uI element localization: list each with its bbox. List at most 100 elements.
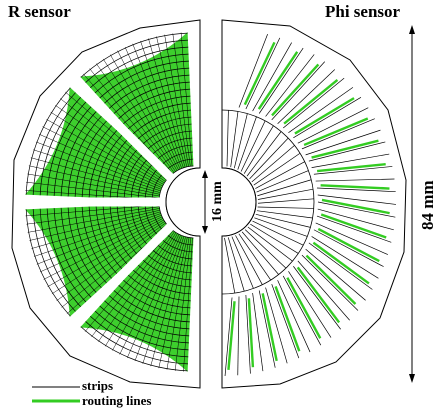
phi-routing-line [320,213,387,239]
phi-inner-strip [253,152,301,186]
phi-outer-strip [245,37,281,110]
r-sector-routing-fill [80,228,194,372]
phi-routing-line [320,184,390,190]
r-routing-line [39,216,163,273]
phi-outer-strip [293,96,362,139]
r-strip-arc [123,95,191,125]
phi-outer-strip [317,208,394,231]
phi-routing-line [305,254,357,305]
phi-inner-strip [237,116,257,170]
phi-inner-strip [241,231,279,275]
r-strip-arc [109,144,133,199]
r-routing-line [84,229,172,332]
r-strip-arc [60,207,97,293]
r-routing-line [119,234,180,355]
r-strip-arc [130,204,149,246]
r-routing-line [91,230,174,338]
r-strip-arc [99,305,189,344]
phi-outer-strip [315,178,395,182]
r-strip-arc [142,123,192,145]
phi-inner-strip [233,113,248,169]
r-routing-line [39,133,163,188]
r-routing-line [43,218,164,280]
r-routing-line [27,208,160,233]
r-strip-arc [116,205,138,255]
outer-dimension-label: 84 mm [418,180,437,230]
r-routing-line [150,236,186,367]
r-routing-line [26,181,160,199]
r-strip-arc [60,111,97,197]
phi-region-boundary [221,109,315,295]
phi-inner-strip [246,131,282,177]
phi-outer-strip [311,153,390,168]
r-routing-line [104,232,177,347]
r-strip-arc [81,206,112,279]
phi-routing-line [261,293,278,362]
r-strip-arc [127,102,191,130]
phi-inner-strip [231,236,254,289]
r-strip-arc [99,60,189,99]
phi-inner-strip [257,188,314,200]
r-routing-line [33,149,161,192]
r-routing-line [35,141,162,190]
r-sector-gap [70,222,175,327]
r-strip-arc [142,259,192,281]
r-strip-arc [137,204,154,241]
r-strip-arc [123,279,191,309]
r-strip-arc [113,81,190,114]
r-strip-arc [95,134,123,198]
r-routing-line [164,34,189,167]
phi-outer-strip [238,33,268,108]
outer-arrow-head-top [409,25,415,34]
r-strip-arc [123,205,143,251]
phi-outer-strip [237,296,240,376]
phi-routing-line [257,51,299,110]
r-strip-arc [116,149,138,199]
phi-outer-strip [316,215,392,243]
phi-outer-strip [313,229,384,267]
r-routing-line [33,213,161,257]
phi-inner-strip [226,110,229,167]
phi-inner-strip [243,125,274,174]
inner-arrow-head-bottom [202,226,208,234]
r-strip-arc [95,206,123,270]
r-routing-line [166,237,190,370]
phi-sensor-title: Phi sensor [325,2,401,21]
phi-outer-strip [305,129,381,156]
r-sector-gap [70,77,175,182]
phi-inner-strip [224,237,236,294]
phi-inner-strip [257,206,314,209]
r-routing-line [134,235,183,362]
r-routing-line [124,46,181,170]
r-strip-arc [74,207,107,284]
r-strip-arc [123,153,143,199]
phi-inner-strip [249,137,289,180]
r-inner-cutout [165,167,201,237]
legend-strips-label: strips [82,378,114,393]
r-strip-arc [108,74,190,109]
r-strip-arc [109,205,133,260]
r-strip-arc [104,300,190,337]
r-routing-line [25,204,160,217]
r-sector-routing-fill [25,203,169,317]
r-strip-arc [146,130,192,150]
phi-outer-strip [258,290,276,368]
r-routing-line [140,40,184,168]
r-strip-arc [102,205,128,265]
r-strip-arc [156,243,193,260]
r-routing-line [51,221,165,295]
phi-inner-strip [238,233,272,281]
phi-inner-strip [252,220,304,246]
phi-outer-strip [277,280,311,353]
phi-inner-strip [254,217,308,237]
phi-routing-line [316,163,386,173]
phi-inner-strip [256,170,309,193]
r-strip-arc [137,163,154,200]
phi-outer-strip [293,266,341,330]
phi-outer-strip [288,87,354,133]
r-routing-line [174,237,192,371]
phi-outer-strip [313,166,393,175]
phi-outer-strip [271,61,326,121]
r-routing-line [26,206,160,225]
phi-outer-strip [265,287,288,364]
